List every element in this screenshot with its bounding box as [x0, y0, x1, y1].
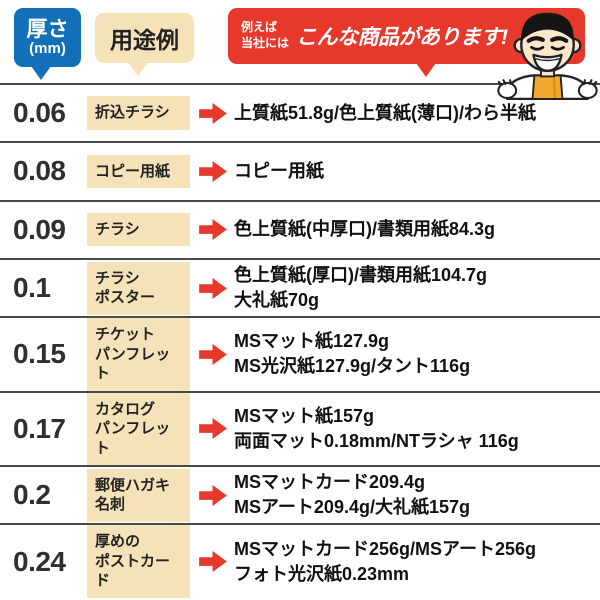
thickness-table: 0.06 折込チラシ 上質紙51.8g/色上質紙(薄口)/わら半紙 0.08 コ… — [0, 85, 600, 598]
product-line: MSアート209.4g/大礼紙157g — [234, 497, 470, 518]
table-row: 0.1 チラシ ポスター 色上質紙(厚口)/書類用紙104.7g 大礼紙70g — [0, 260, 600, 319]
red-right-arrow-icon — [199, 551, 227, 573]
red-right-arrow-icon — [199, 219, 227, 241]
usage-line: 厚めの — [95, 533, 141, 551]
thickness-value: 0.17 — [13, 412, 66, 444]
thickness-header-label: 厚さ — [26, 17, 69, 41]
product-list: MSマット紙157g 両面マット0.18mm/NTラシャ 116g — [234, 404, 519, 454]
red-right-arrow-icon — [199, 484, 227, 506]
red-right-arrow-icon — [199, 102, 227, 124]
products-header-prefix-line2: 当社には — [241, 36, 290, 50]
table-row: 0.09 チラシ 色上質紙(中厚口)/書類用紙84.3g — [0, 202, 600, 260]
table-row: 0.17 カタログ パンフレット MSマット紙157g 両面マット0.18mm/… — [0, 392, 600, 468]
thickness-value: 0.24 — [13, 545, 66, 577]
usage-line: チケット — [95, 326, 156, 344]
usage-line: 折込チラシ — [95, 104, 170, 122]
product-line: コピー用紙 — [234, 160, 324, 181]
smiling-man-mascot-icon — [497, 12, 598, 101]
usage-line: コピー用紙 — [95, 162, 171, 180]
product-line: フォト光沢紙0.23mm — [234, 563, 410, 584]
table-row: 0.2 郵便ハガキ 名刺 MSマットカード209.4g MSアート209.4g/… — [0, 467, 600, 526]
usage-line: パンフレット — [95, 420, 171, 457]
thickness-header-bubble: 厚さ (mm) — [14, 8, 81, 80]
thickness-value: 0.08 — [13, 155, 66, 187]
usage-header-bubble: 用途例 — [95, 13, 194, 76]
product-line: 上質紙51.8g/色上質紙(薄口)/わら半紙 — [234, 102, 537, 123]
product-line: MSマットカード209.4g — [234, 472, 426, 493]
thickness-value: 0.06 — [13, 97, 66, 129]
product-line: 色上質紙(厚口)/書類用紙104.7g — [234, 264, 488, 285]
product-line: 色上質紙(中厚口)/書類用紙84.3g — [234, 219, 496, 240]
thickness-value: 0.09 — [13, 213, 66, 245]
usage-badge: 折込チラシ — [87, 96, 190, 130]
usage-badge: コピー用紙 — [87, 154, 190, 189]
usage-line: チラシ — [95, 220, 140, 238]
usage-line: 郵便ハガキ — [95, 476, 171, 494]
usage-line: ポストカード — [95, 552, 171, 590]
bubble-pointer — [128, 62, 148, 76]
usage-badge: チラシ — [87, 212, 190, 247]
products-header-prefix-line1: 例えば — [241, 20, 278, 35]
usage-badge: カタログ パンフレット — [87, 392, 190, 466]
red-right-arrow-icon — [199, 277, 227, 299]
product-line: MS光沢紙127.9g/タント116g — [234, 356, 471, 377]
product-list: 上質紙51.8g/色上質紙(薄口)/わら半紙 — [234, 101, 536, 126]
usage-line: チラシ — [95, 269, 140, 287]
product-list: MSマットカード209.4g MSアート209.4g/大礼紙157g — [234, 470, 470, 520]
product-line: 大礼紙70g — [234, 290, 320, 311]
product-list: 色上質紙(中厚口)/書類用紙84.3g — [234, 217, 495, 242]
products-header-prefix: 例えば 当社には — [241, 20, 289, 51]
usage-badge: 厚めの ポストカード — [87, 525, 190, 598]
table-row: 0.15 チケット パンフレット MSマット紙127.9g MS光沢紙127.9… — [0, 318, 600, 393]
usage-badge: チケット パンフレット — [87, 318, 190, 391]
usage-badge: チラシ ポスター — [87, 261, 190, 315]
product-line: MSマット紙127.9g — [234, 331, 390, 352]
product-line: MSマットカード256g/MSアート256g — [234, 538, 536, 559]
red-right-arrow-icon — [199, 160, 227, 182]
usage-line: 名刺 — [95, 496, 126, 514]
product-list: 色上質紙(厚口)/書類用紙104.7g 大礼紙70g — [234, 263, 487, 313]
red-right-arrow-icon — [199, 343, 227, 365]
thickness-value: 0.15 — [13, 338, 66, 370]
usage-header-label: 用途例 — [110, 27, 179, 53]
usage-badge: 郵便ハガキ 名刺 — [87, 468, 190, 522]
red-right-arrow-icon — [199, 418, 227, 440]
bubble-pointer — [416, 63, 436, 77]
usage-line: ポスター — [95, 289, 156, 307]
thickness-header-unit: (mm) — [29, 39, 66, 57]
product-list: コピー用紙 — [234, 159, 324, 184]
table-row: 0.24 厚めの ポストカード MSマットカード256g/MSアート256g フ… — [0, 525, 600, 598]
thickness-value: 0.1 — [13, 272, 51, 304]
usage-line: カタログ — [95, 400, 156, 418]
table-row: 0.06 折込チラシ 上質紙51.8g/色上質紙(薄口)/わら半紙 — [0, 85, 600, 144]
usage-line: パンフレット — [95, 345, 171, 383]
thickness-value: 0.2 — [13, 479, 51, 511]
table-row: 0.08 コピー用紙 コピー用紙 — [0, 143, 600, 202]
bubble-pointer — [31, 66, 51, 80]
header: 厚さ (mm) 用途例 例えば 当社には こんな商品があります! — [0, 0, 600, 101]
product-list: MSマット紙127.9g MS光沢紙127.9g/タント116g — [234, 329, 470, 379]
products-header-title: こんな商品があります! — [296, 26, 508, 49]
product-line: MSマット紙157g — [234, 405, 375, 426]
product-line: 両面マット0.18mm/NTラシャ 116g — [234, 430, 519, 451]
product-list: MSマットカード256g/MSアート256g フォト光沢紙0.23mm — [234, 537, 536, 587]
